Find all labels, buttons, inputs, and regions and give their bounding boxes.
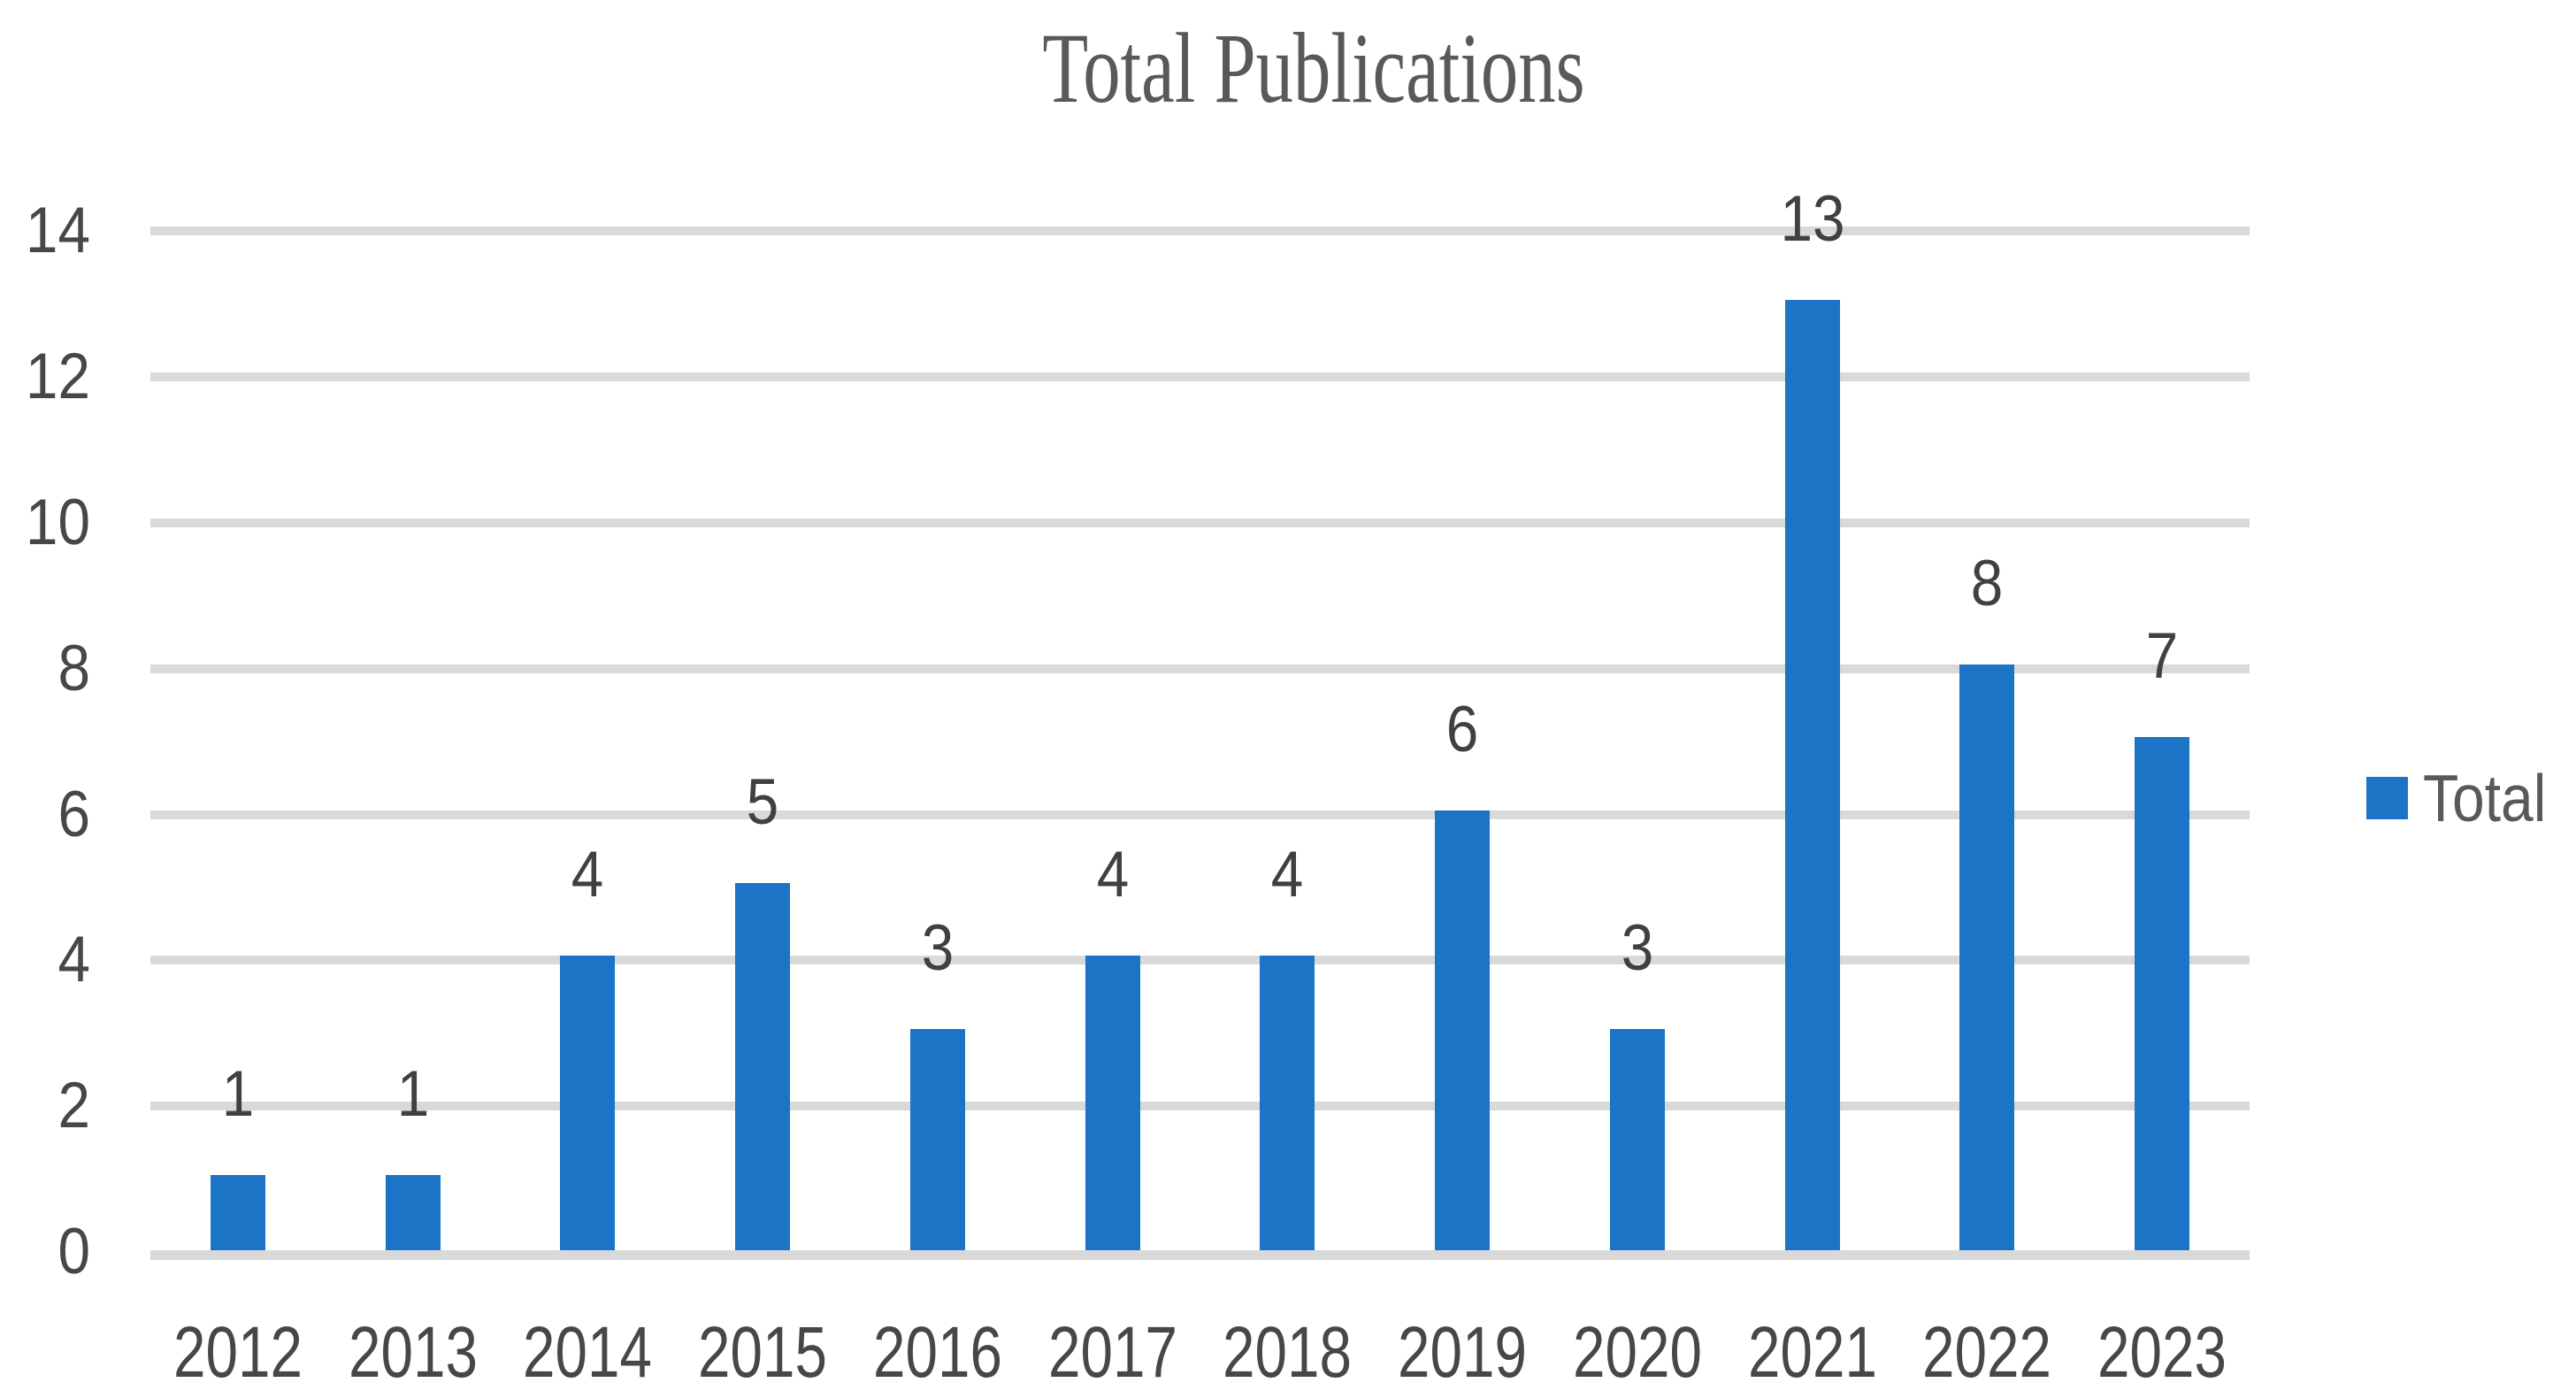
bar-2014 xyxy=(560,956,615,1250)
gridline-y-14 xyxy=(150,227,2250,235)
x-axis-tick-label-2023: 2023 xyxy=(2097,1312,2227,1393)
x-axis-tick-label-2015: 2015 xyxy=(698,1312,827,1393)
bar-2017 xyxy=(1085,956,1140,1250)
y-axis-tick-label: 12 xyxy=(25,341,91,412)
bar-2023 xyxy=(2135,737,2189,1250)
bar-2013 xyxy=(386,1175,441,1250)
data-label-2023: 7 xyxy=(2145,620,2179,692)
bar-2016 xyxy=(910,1029,965,1250)
x-axis-tick-label-2014: 2014 xyxy=(523,1312,652,1393)
x-axis-tick-label-2017: 2017 xyxy=(1048,1312,1177,1393)
x-axis-tick-label-2021: 2021 xyxy=(1748,1312,1877,1393)
bar-2018 xyxy=(1260,956,1315,1250)
bar-2020 xyxy=(1610,1029,1665,1250)
x-axis-tick-label-2020: 2020 xyxy=(1573,1312,1702,1393)
gridline-y-6 xyxy=(150,810,2250,819)
x-axis-tick-label-2012: 2012 xyxy=(173,1312,303,1393)
data-label-2012: 1 xyxy=(221,1058,255,1130)
data-label-2018: 4 xyxy=(1270,839,1304,910)
y-axis-tick-label: 4 xyxy=(58,924,90,995)
x-axis-line xyxy=(150,1250,2250,1260)
bar-2015 xyxy=(735,883,790,1250)
y-axis-tick-label: 6 xyxy=(58,779,90,850)
gridline-y-2 xyxy=(150,1102,2250,1110)
gridline-y-12 xyxy=(150,373,2250,381)
legend: Total xyxy=(2366,763,2563,833)
x-axis-tick-label-2018: 2018 xyxy=(1223,1312,1352,1393)
data-label-2013: 1 xyxy=(396,1058,430,1130)
gridline-y-10 xyxy=(150,518,2250,527)
x-axis-tick-label-2022: 2022 xyxy=(1922,1312,2051,1393)
bar-2019 xyxy=(1435,810,1490,1250)
data-label-2022: 8 xyxy=(1970,548,2004,619)
data-label-2016: 3 xyxy=(921,912,954,984)
gridline-y-8 xyxy=(150,664,2250,673)
x-axis-tick-label-2013: 2013 xyxy=(349,1312,478,1393)
chart-title: Total Publications xyxy=(1042,13,1585,124)
data-label-2020: 3 xyxy=(1621,912,1654,984)
x-axis-tick-label-2016: 2016 xyxy=(873,1312,1002,1393)
bar-2021 xyxy=(1785,300,1840,1250)
x-axis-tick-label-2019: 2019 xyxy=(1398,1312,1527,1393)
gridline-y-4 xyxy=(150,956,2250,964)
bar-2012 xyxy=(211,1175,265,1250)
y-axis-tick-label: 10 xyxy=(25,487,91,558)
y-axis-tick-label: 14 xyxy=(25,195,91,266)
y-axis-tick-label: 8 xyxy=(58,633,90,704)
data-label-2019: 6 xyxy=(1445,694,1479,765)
data-label-2021: 13 xyxy=(1780,183,1845,255)
data-label-2014: 4 xyxy=(571,839,604,910)
data-label-2017: 4 xyxy=(1096,839,1130,910)
data-label-2015: 5 xyxy=(746,766,779,838)
bar-2022 xyxy=(1959,664,2014,1250)
legend-swatch-icon xyxy=(2366,777,2408,819)
y-axis-tick-label: 2 xyxy=(58,1070,90,1141)
legend-label: Total xyxy=(2423,761,2547,835)
y-axis-tick-label: 0 xyxy=(58,1216,90,1287)
